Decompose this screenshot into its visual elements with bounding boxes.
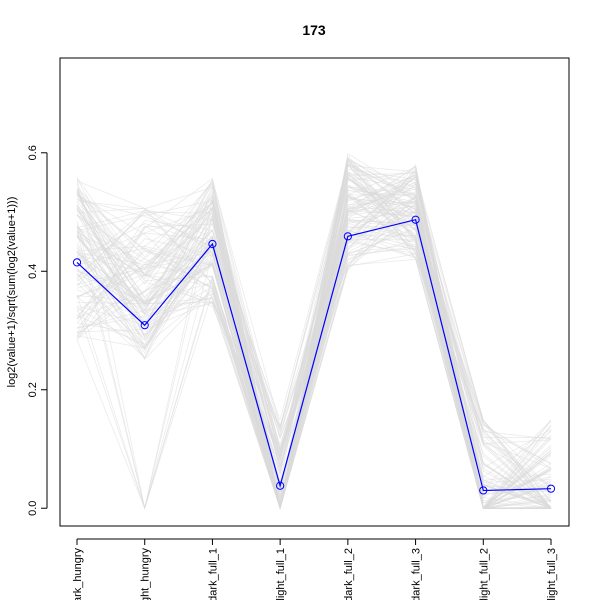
background-line: [76, 223, 552, 510]
x-tick-label: light_full_2: [478, 548, 490, 600]
y-tick-label: 0.6: [27, 145, 39, 160]
x-axis: dark_hungry light_hungry dark_full_1 light_…: [72, 538, 558, 605]
background-line: [76, 180, 552, 509]
background-lines: [76, 152, 552, 510]
data-point: [479, 486, 488, 495]
background-line: [76, 178, 552, 509]
data-point: [276, 481, 285, 490]
x-tick-label: light_full_3: [546, 548, 558, 600]
background-line: [76, 166, 551, 509]
x-tick-label: dark_hungry: [72, 548, 84, 600]
series-lines: [76, 218, 552, 492]
x-tick-label: dark_full_2: [343, 548, 355, 600]
series-points: [72, 215, 556, 495]
y-tick-label: 0.0: [27, 501, 39, 516]
x-tick-label: light_full_1: [275, 548, 287, 600]
background-line: [76, 204, 552, 509]
y-tick-label: 0.2: [27, 382, 39, 397]
data-point: [140, 321, 149, 330]
x-tick-label: dark_full_1: [207, 548, 219, 600]
x-tick-label: dark_full_3: [411, 548, 423, 600]
data-point: [208, 239, 217, 249]
x-tick-label: light_hungry: [140, 548, 152, 600]
y-axis-label: log2(value+1)/sqrt(sum(log2(value+1))): [6, 197, 18, 388]
plot-area-border: [59, 57, 570, 527]
y-axis: 0.0 0.2 0.4 0.6: [27, 145, 48, 516]
data-point: [343, 232, 352, 241]
data-point: [546, 484, 556, 493]
chart-title: 173: [302, 22, 326, 38]
background-line: [76, 160, 552, 506]
y-tick-label: 0.4: [27, 264, 39, 279]
data-point: [72, 258, 82, 267]
background-line: [76, 165, 552, 509]
data-point: [411, 215, 420, 224]
series-line: [76, 218, 552, 492]
background-line: [76, 186, 552, 510]
